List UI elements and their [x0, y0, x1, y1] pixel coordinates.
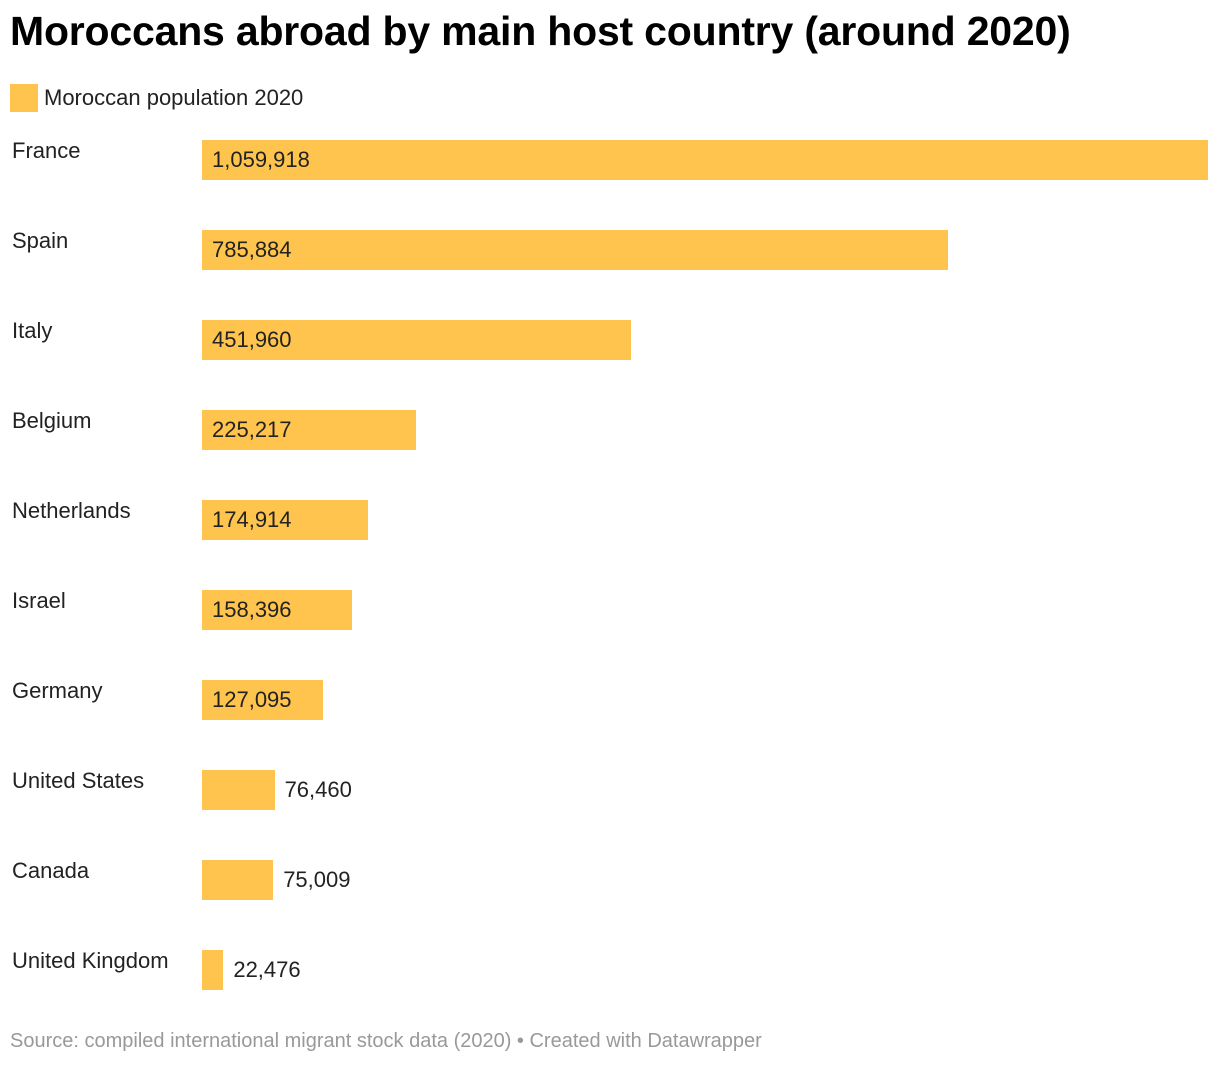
bar-row: France 1,059,918 [0, 138, 1220, 180]
legend-swatch [10, 84, 38, 112]
category-label: Belgium [12, 408, 92, 433]
bar-row: Canada 75,009 [0, 858, 1220, 900]
bar [202, 680, 323, 720]
value-label: 1,059,918 [212, 147, 310, 172]
category-label: Netherlands [12, 498, 131, 523]
bar [202, 230, 948, 270]
bar [202, 500, 369, 540]
bar [202, 860, 274, 900]
chart-title: Moroccans abroad by main host country (a… [10, 8, 1071, 54]
value-label: 75,009 [283, 867, 351, 892]
bar [202, 410, 416, 450]
bar [202, 140, 1208, 180]
category-label: Italy [12, 318, 53, 343]
category-label: Canada [12, 858, 90, 883]
category-label: United States [12, 768, 145, 793]
value-label: 174,914 [212, 507, 292, 532]
value-label: 22,476 [233, 957, 301, 982]
value-label: 158,396 [212, 597, 292, 622]
bar-chart: France 1,059,918 Spain 785,884 Italy 451,960 B… [0, 138, 1220, 1000]
value-label: 451,960 [212, 327, 292, 352]
legend-label: Moroccan population 2020 [44, 85, 304, 110]
legend: Moroccan population 2020 [10, 84, 303, 112]
category-label: France [12, 138, 81, 163]
bar [202, 770, 275, 810]
bar-row: Belgium 225,217 [0, 408, 1220, 450]
bar-row: Germany 127,095 [0, 678, 1220, 720]
value-label: 785,884 [212, 237, 292, 262]
category-label: Israel [12, 588, 66, 613]
category-label: United Kingdom [12, 948, 169, 973]
value-label: 76,460 [284, 777, 352, 802]
category-label: Germany [12, 678, 103, 703]
category-label: Spain [12, 228, 69, 253]
bar [202, 950, 224, 990]
bar [202, 590, 353, 630]
value-label: 225,217 [212, 417, 292, 442]
bar-row: Italy 451,960 [0, 318, 1220, 360]
bar [202, 320, 631, 360]
value-label: 127,095 [212, 687, 292, 712]
bar-row: Spain 785,884 [0, 228, 1220, 270]
bar-row: United Kingdom 22,476 [0, 948, 1220, 990]
bar-row: Israel 158,396 [0, 588, 1220, 630]
bar-row: Netherlands 174,914 [0, 498, 1220, 540]
bar-row: United States 76,460 [0, 768, 1220, 810]
source-note: Source: compiled international migrant s… [10, 1030, 762, 1052]
